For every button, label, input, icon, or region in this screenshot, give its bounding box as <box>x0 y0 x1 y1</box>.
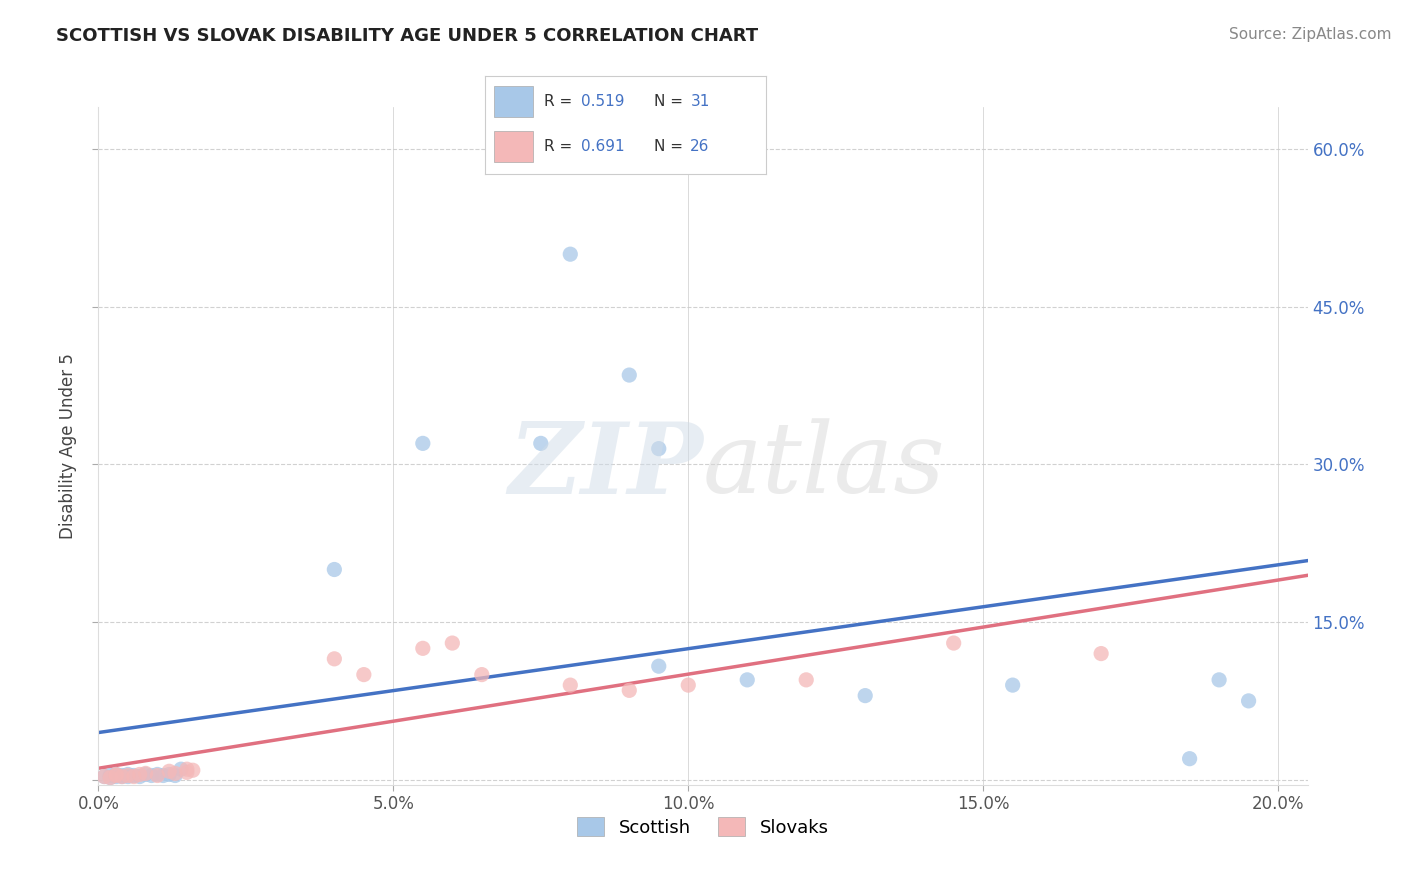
Point <box>111 768 134 782</box>
Point <box>105 768 128 782</box>
Text: 0.691: 0.691 <box>581 139 624 154</box>
Point <box>1178 752 1201 766</box>
Text: 26: 26 <box>690 139 710 154</box>
Text: R =: R = <box>544 139 578 154</box>
Y-axis label: Disability Age Under 5: Disability Age Under 5 <box>59 353 77 539</box>
Point <box>165 766 187 780</box>
Point <box>619 368 641 382</box>
Point <box>942 636 965 650</box>
Point <box>111 770 134 784</box>
Legend: Scottish, Slovaks: Scottish, Slovaks <box>571 810 835 844</box>
Point <box>98 771 121 785</box>
Point <box>157 764 180 779</box>
Text: Source: ZipAtlas.com: Source: ZipAtlas.com <box>1229 27 1392 42</box>
Point <box>678 678 700 692</box>
Point <box>560 678 582 692</box>
Text: N =: N = <box>654 139 688 154</box>
Text: atlas: atlas <box>703 418 946 514</box>
Point <box>176 765 198 780</box>
Point <box>1001 678 1024 692</box>
Bar <box>494 131 533 162</box>
Point <box>794 673 817 687</box>
Point <box>152 768 174 782</box>
Point <box>117 768 139 782</box>
Point <box>122 770 145 784</box>
Point <box>105 767 128 781</box>
Point <box>122 768 145 782</box>
Point <box>735 673 758 687</box>
Text: R =: R = <box>544 94 578 109</box>
Point <box>117 767 139 781</box>
Point <box>560 247 582 261</box>
Point <box>619 683 641 698</box>
Text: 31: 31 <box>690 94 710 109</box>
Bar <box>494 86 533 117</box>
Point <box>471 667 494 681</box>
Point <box>146 768 169 782</box>
Point <box>1208 673 1230 687</box>
Point <box>105 770 128 784</box>
Point <box>170 762 193 776</box>
Point <box>105 767 128 781</box>
Point <box>1090 647 1112 661</box>
Point <box>93 770 115 784</box>
Text: SCOTTISH VS SLOVAK DISABILITY AGE UNDER 5 CORRELATION CHART: SCOTTISH VS SLOVAK DISABILITY AGE UNDER … <box>56 27 758 45</box>
Point <box>648 442 671 456</box>
Point <box>111 770 134 784</box>
Point <box>530 436 553 450</box>
Point <box>176 762 198 776</box>
Point <box>353 667 375 681</box>
Point <box>98 768 121 782</box>
Point <box>412 436 434 450</box>
Text: N =: N = <box>654 94 688 109</box>
Point <box>135 767 157 781</box>
Point <box>128 767 150 781</box>
Point <box>135 766 157 780</box>
Point <box>853 689 876 703</box>
Point <box>1237 694 1260 708</box>
Text: ZIP: ZIP <box>508 418 703 515</box>
Point <box>117 770 139 784</box>
Point <box>93 770 115 784</box>
Point <box>157 767 180 781</box>
Point <box>323 562 346 576</box>
Point <box>181 764 204 778</box>
Point <box>141 768 163 782</box>
Point <box>323 652 346 666</box>
Text: 0.519: 0.519 <box>581 94 624 109</box>
Point <box>412 641 434 656</box>
Point <box>648 659 671 673</box>
Point <box>98 771 121 785</box>
Point <box>146 767 169 781</box>
Point <box>165 768 187 782</box>
Point <box>128 770 150 784</box>
Point <box>441 636 464 650</box>
